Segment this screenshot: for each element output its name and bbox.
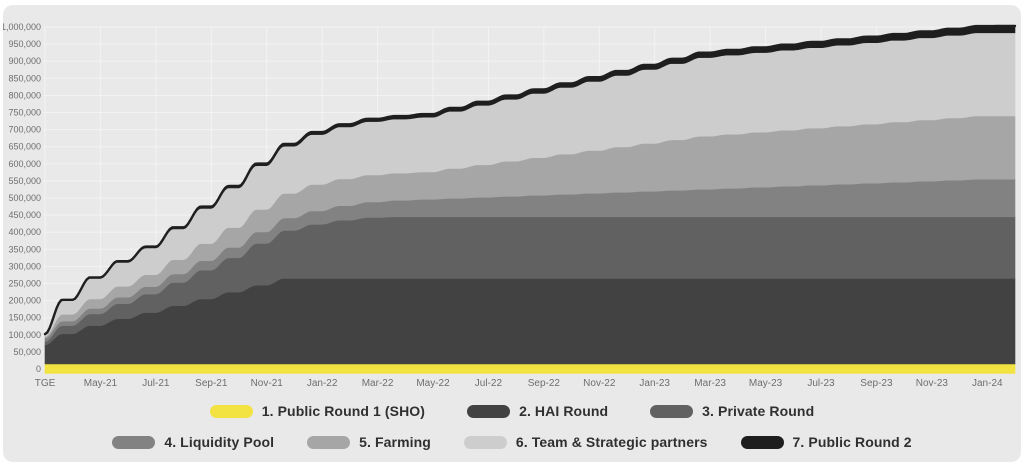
x-axis-label: Mar-23 <box>694 378 726 389</box>
legend-swatch-icon <box>740 435 784 449</box>
x-axis-label: Nov-22 <box>583 378 616 389</box>
legend-label: 7. Public Round 2 <box>792 434 912 450</box>
y-axis-label: 950,000 <box>8 39 41 49</box>
legend-item-5[interactable]: 5. Farming <box>307 434 431 450</box>
y-axis-label: 750,000 <box>8 108 41 118</box>
x-axis-label: Jul-23 <box>807 378 835 389</box>
y-axis-label: 900,000 <box>8 56 41 66</box>
chart-legend: 1. Public Round 1 (SHO) 2. HAI Round 3. Pr… <box>3 397 1021 450</box>
x-axis-label: Sep-21 <box>195 378 228 389</box>
y-axis-label: 100,000 <box>8 330 41 340</box>
x-axis-label: Sep-22 <box>528 378 561 389</box>
legend-label: 4. Liquidity Pool <box>164 434 275 450</box>
x-axis-label: Jul-22 <box>475 378 503 389</box>
y-axis-label: 300,000 <box>8 261 41 271</box>
legend-swatch-icon <box>463 435 507 449</box>
total-supply-line <box>43 24 1017 336</box>
x-axis-label: Sep-23 <box>860 378 893 389</box>
x-axis-label: Jan-22 <box>307 378 338 389</box>
y-axis-label: 450,000 <box>8 210 41 220</box>
legend-item-7[interactable]: 7. Public Round 2 <box>740 434 912 450</box>
y-axis-label: 350,000 <box>8 244 41 254</box>
y-axis-label: 600,000 <box>8 159 41 169</box>
legend-label: 3. Private Round <box>702 403 815 419</box>
y-axis-label: 50,000 <box>13 347 41 357</box>
token-release-chart-card: 0 50,000 100,000 150,000 200,000 250,000 300,0… <box>1 5 1021 462</box>
y-axis: 0 50,000 100,000 150,000 200,000 250,000 300,0… <box>1 22 41 374</box>
x-axis-label: Nov-21 <box>251 378 284 389</box>
legend-label: 2. HAI Round <box>519 403 609 419</box>
x-axis-label: Mar-22 <box>362 378 394 389</box>
legend-swatch-icon <box>467 404 511 418</box>
legend-item-2[interactable]: 2. HAI Round <box>467 403 608 419</box>
legend-item-1[interactable]: 1. Public Round 1 (SHO) <box>209 403 426 419</box>
y-axis-label: 200,000 <box>8 296 41 306</box>
legend-swatch-icon <box>112 435 156 449</box>
y-axis-label: 650,000 <box>8 142 41 152</box>
y-axis-label: 850,000 <box>8 73 41 83</box>
legend-swatch-icon <box>209 404 253 418</box>
legend-swatch-icon <box>307 435 351 449</box>
chart-svg: 0 50,000 100,000 150,000 200,000 250,000 300,0… <box>1 22 1017 389</box>
y-axis-label: 1,000,000 <box>3 22 41 32</box>
y-axis-label: 250,000 <box>8 279 41 289</box>
y-axis-label: 550,000 <box>8 176 41 186</box>
legend-item-4[interactable]: 4. Liquidity Pool <box>112 434 274 450</box>
y-axis-label: 700,000 <box>8 125 41 135</box>
x-axis-label: TGE <box>35 378 56 389</box>
x-axis-label: Jan-23 <box>639 378 670 389</box>
legend-row-2: 4. Liquidity Pool 5. Farming 6. Team & Str… <box>3 434 1021 450</box>
legend-label: 6. Team & Strategic partners <box>515 434 708 450</box>
x-axis-label: Nov-23 <box>916 378 949 389</box>
y-axis-label: 150,000 <box>8 313 41 323</box>
stacked-area-chart: 0 50,000 100,000 150,000 200,000 250,000 300,0… <box>1 7 1021 395</box>
legend-swatch-icon <box>650 404 694 418</box>
y-axis-label: 500,000 <box>8 193 41 203</box>
area-bands <box>44 25 1016 374</box>
y-axis-label: 400,000 <box>8 227 41 237</box>
legend-label: 5. Farming <box>359 434 431 450</box>
x-axis-label: May-22 <box>416 378 450 389</box>
x-axis: TGE May-21 Jul-21 Sep-21 Nov-21 Jan-22 Mar-22 M… <box>35 378 1003 389</box>
x-axis-label: Jul-21 <box>142 378 170 389</box>
legend-label: 1. Public Round 1 (SHO) <box>261 403 426 419</box>
area-band-1 <box>44 363 1016 374</box>
x-axis-label: May-21 <box>84 378 118 389</box>
legend-item-6[interactable]: 6. Team & Strategic partners <box>463 434 708 450</box>
y-axis-label: 800,000 <box>8 90 41 100</box>
legend-row-1: 1. Public Round 1 (SHO) 2. HAI Round 3. Pr… <box>3 403 1021 419</box>
x-axis-label: May-23 <box>749 378 783 389</box>
legend-item-3[interactable]: 3. Private Round <box>650 403 814 419</box>
x-axis-label: Jan-24 <box>972 378 1003 389</box>
y-axis-label: 0 <box>36 364 41 374</box>
